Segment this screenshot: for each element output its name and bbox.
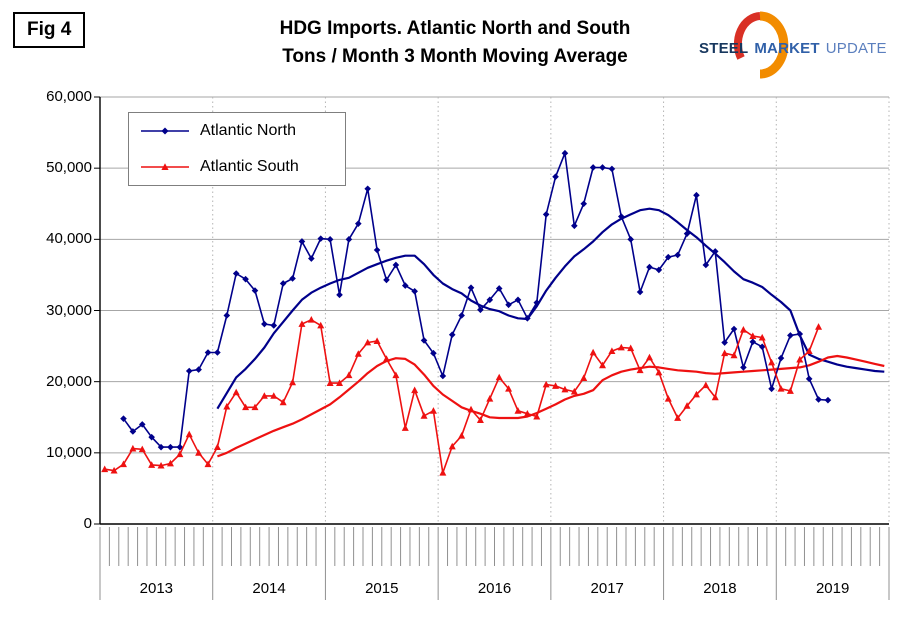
x-axis-year-label: 2018 bbox=[703, 580, 737, 597]
y-axis-label: 10,000 bbox=[46, 443, 92, 461]
legend-label: Atlantic South bbox=[200, 158, 299, 175]
chart-title-line2: Tons / Month 3 Month Moving Average bbox=[282, 46, 628, 67]
legend-item-atlantic-north: Atlantic North bbox=[129, 113, 345, 149]
x-axis-year-label: 2014 bbox=[252, 580, 286, 597]
y-axis-label: 50,000 bbox=[46, 159, 92, 177]
steel-market-update-logo: STEEL MARKET UPDATE bbox=[693, 10, 898, 82]
y-axis-label: 20,000 bbox=[46, 372, 92, 390]
figure-label: Fig 4 bbox=[13, 12, 86, 48]
legend-item-atlantic-south: Atlantic South bbox=[129, 149, 345, 185]
logo-swirl-icon bbox=[733, 11, 789, 79]
x-axis-year-label: 2019 bbox=[815, 580, 850, 597]
legend-label: Atlantic North bbox=[200, 122, 297, 139]
y-axis-label: 0 bbox=[83, 515, 92, 532]
legend-box: Atlantic North Atlantic South bbox=[128, 112, 346, 186]
x-axis-year-label: 2013 bbox=[139, 580, 174, 597]
chart-title: HDG Imports. Atlantic North and South To… bbox=[120, 15, 790, 71]
logo-word-update: UPDATE bbox=[825, 40, 887, 57]
y-axis-label: 60,000 bbox=[46, 88, 92, 105]
x-axis-year-label: 2016 bbox=[477, 580, 512, 597]
chart-title-line1: HDG Imports. Atlantic North and South bbox=[279, 18, 631, 39]
triangle-line-swatch-icon bbox=[141, 163, 189, 170]
x-axis-year-label: 2015 bbox=[365, 580, 399, 597]
logo-word-steel: STEEL bbox=[699, 40, 749, 57]
x-axis-year-label: 2017 bbox=[590, 580, 624, 597]
logo-word-market: MARKET bbox=[754, 40, 820, 57]
y-axis-label: 30,000 bbox=[46, 301, 92, 319]
diamond-line-swatch-icon bbox=[141, 127, 189, 135]
y-axis-label: 40,000 bbox=[46, 230, 92, 248]
logo-text: STEEL MARKET UPDATE bbox=[699, 40, 899, 57]
